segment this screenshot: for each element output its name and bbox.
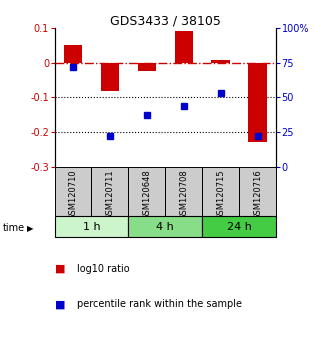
Bar xyxy=(91,167,128,216)
Text: GSM120715: GSM120715 xyxy=(216,169,225,220)
Text: time: time xyxy=(3,223,25,233)
Bar xyxy=(248,63,267,142)
Text: GSM120711: GSM120711 xyxy=(105,169,115,220)
Text: GSM120708: GSM120708 xyxy=(179,169,188,220)
Bar xyxy=(128,167,165,216)
Bar xyxy=(101,63,119,91)
Bar xyxy=(55,216,128,237)
Bar xyxy=(55,167,91,216)
Text: ▶: ▶ xyxy=(27,224,34,233)
Bar xyxy=(128,216,202,237)
Bar xyxy=(202,167,239,216)
Text: 24 h: 24 h xyxy=(227,222,252,232)
Text: 4 h: 4 h xyxy=(156,222,174,232)
Bar xyxy=(138,63,156,70)
Text: GSM120716: GSM120716 xyxy=(253,169,262,220)
Text: percentile rank within the sample: percentile rank within the sample xyxy=(77,299,242,309)
Text: GSM120710: GSM120710 xyxy=(68,169,78,220)
Text: 1 h: 1 h xyxy=(83,222,100,232)
Title: GDS3433 / 38105: GDS3433 / 38105 xyxy=(110,14,221,27)
Text: GSM120648: GSM120648 xyxy=(142,169,152,220)
Bar xyxy=(212,60,230,63)
Bar xyxy=(239,167,276,216)
Bar xyxy=(165,167,202,216)
Text: ■: ■ xyxy=(55,264,65,274)
Text: log10 ratio: log10 ratio xyxy=(77,264,130,274)
Bar xyxy=(175,31,193,63)
Text: ■: ■ xyxy=(55,299,65,309)
Bar xyxy=(64,45,82,63)
Bar xyxy=(202,216,276,237)
